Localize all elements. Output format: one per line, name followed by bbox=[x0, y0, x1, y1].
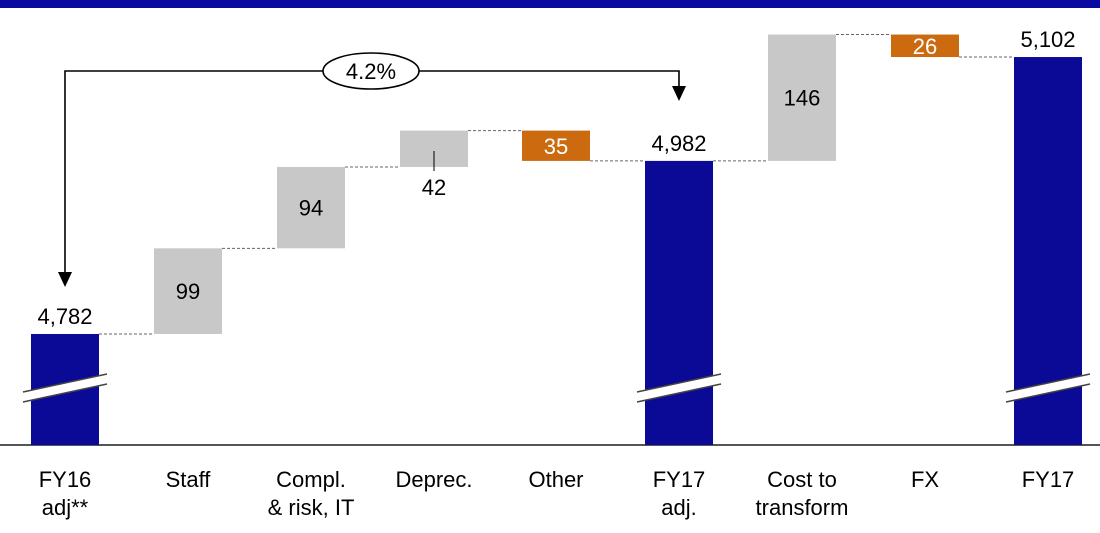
growth-bubble bbox=[322, 52, 420, 90]
category-label: Staff bbox=[166, 467, 212, 492]
category-label: Compl. bbox=[276, 467, 346, 492]
growth-arrowhead bbox=[58, 272, 72, 287]
waterfall-bar bbox=[645, 160, 713, 445]
category-label: FY17 bbox=[1022, 467, 1075, 492]
data-label: 42 bbox=[422, 175, 446, 200]
growth-bracket-line bbox=[64, 70, 680, 275]
axis-break-mark bbox=[22, 374, 108, 402]
waterfall-bar bbox=[277, 166, 345, 249]
data-label: 35 bbox=[544, 134, 568, 159]
axis-break-mark bbox=[636, 373, 722, 393]
growth-label: 4.2% bbox=[346, 59, 396, 84]
data-label: 99 bbox=[176, 279, 200, 304]
data-label: 94 bbox=[299, 196, 323, 221]
waterfall-bar bbox=[891, 34, 959, 58]
data-label: 26 bbox=[913, 34, 937, 59]
category-label: FY17 bbox=[653, 467, 706, 492]
waterfall-bar bbox=[768, 34, 836, 161]
category-label: Other bbox=[528, 467, 583, 492]
category-label: & risk, IT bbox=[268, 495, 355, 520]
waterfall-bar bbox=[154, 248, 222, 334]
axis-break-mark bbox=[1005, 373, 1091, 393]
growth-arrowhead bbox=[672, 86, 686, 101]
category-label: Deprec. bbox=[395, 467, 472, 492]
category-label: transform bbox=[756, 495, 849, 520]
axis-break-mark bbox=[22, 373, 108, 393]
header-band bbox=[0, 0, 1100, 8]
category-label: adj** bbox=[42, 495, 89, 520]
axis-break-mark bbox=[636, 374, 722, 402]
category-label: FY16 bbox=[39, 467, 92, 492]
data-label: 4,982 bbox=[651, 131, 706, 156]
axis-break-mark bbox=[1005, 383, 1091, 403]
category-label: FX bbox=[911, 467, 939, 492]
data-label: 146 bbox=[784, 86, 821, 111]
category-label: Cost to bbox=[767, 467, 837, 492]
axis-break-mark bbox=[1005, 374, 1091, 402]
waterfall-bar bbox=[522, 130, 590, 161]
axis-break-mark bbox=[636, 383, 722, 403]
data-label: 5,102 bbox=[1020, 27, 1075, 52]
axis-break-mark bbox=[22, 383, 108, 403]
category-label: adj. bbox=[661, 495, 696, 520]
data-label: 4,782 bbox=[37, 304, 92, 329]
